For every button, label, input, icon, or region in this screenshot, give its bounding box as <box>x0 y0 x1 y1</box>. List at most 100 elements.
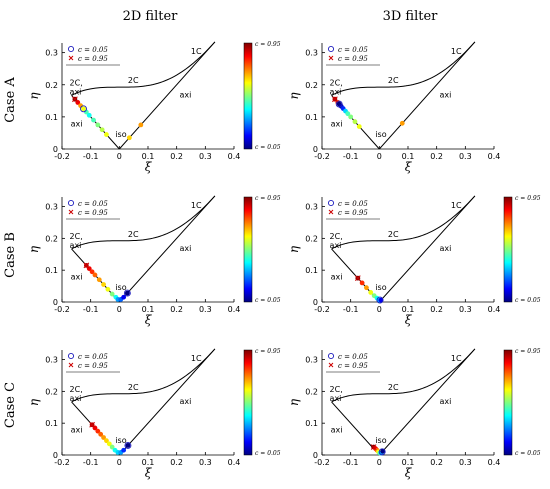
region-label-2c: 2C <box>128 230 139 239</box>
region-label-axi-right: axi <box>180 244 192 253</box>
x-tick-label: -0.2 <box>314 305 330 314</box>
marker-c095 <box>332 96 338 103</box>
data-point <box>364 285 369 291</box>
x-tick-label: -0.1 <box>83 458 99 467</box>
data-point <box>380 448 386 454</box>
data-point <box>91 117 96 123</box>
region-label-2c: 2C <box>128 76 139 85</box>
y-tick-label: 0.3 <box>45 203 58 212</box>
x-tick-label: -0.2 <box>54 305 70 314</box>
data-point <box>352 119 358 125</box>
y-tick-label: 0.1 <box>305 419 318 428</box>
region-label-axi-left: axi <box>331 273 343 282</box>
region-label-axi-right: axi <box>440 397 452 406</box>
region-label-axi-left: axi <box>331 426 343 435</box>
legend-entry: c = 0.95 <box>78 362 108 370</box>
data-point <box>124 290 130 296</box>
legend-cross-icon <box>328 209 334 215</box>
legend-cross-icon <box>328 362 334 368</box>
x-tick-label: -0.2 <box>314 152 330 161</box>
x-tick-label: 0 <box>377 152 382 161</box>
x-tick-label: 0.4 <box>228 305 241 314</box>
data-point <box>368 290 374 295</box>
legend-cross-icon <box>68 362 74 368</box>
y-tick-label: 0 <box>313 145 318 154</box>
x-axis-label: ξ <box>405 313 413 327</box>
data-point <box>126 135 132 141</box>
region-label-2c-axi: 2C, <box>70 232 83 241</box>
colorbar <box>243 42 253 150</box>
data-point <box>95 122 101 128</box>
y-tick-label: 0 <box>313 298 318 307</box>
data-point <box>378 297 384 303</box>
marker-c095 <box>83 262 90 269</box>
two-component-curve <box>331 195 476 250</box>
column-title-2d: 2D filter <box>123 9 179 24</box>
data-point <box>348 114 354 120</box>
colorbar <box>243 349 253 456</box>
y-axis-label: η <box>287 245 301 253</box>
legend-entry: c = 0.95 <box>78 209 108 217</box>
colorbar <box>503 349 513 456</box>
colorbar-top-label: c = 0.95 <box>515 195 541 202</box>
legend-circle-icon <box>67 45 75 53</box>
data-point <box>125 443 131 448</box>
region-label-2c-axi: 2C, <box>330 78 343 87</box>
x-tick-label: 0.2 <box>170 305 183 314</box>
marker-c005 <box>378 448 386 456</box>
x-tick-label: -0.1 <box>83 305 99 314</box>
two-component-curve <box>331 41 476 96</box>
row-title-case-c: Case C <box>3 382 18 428</box>
region-label-axi-upper: axi <box>330 241 342 250</box>
row-title-case-b: Case B <box>3 232 18 278</box>
region-label-2c-axi: 2C, <box>330 385 343 394</box>
y-tick-label: 0.3 <box>45 356 58 365</box>
region-label-axi-right: axi <box>180 397 192 406</box>
colorbar-bottom-label: c = 0.05 <box>515 450 541 457</box>
legend-cross-icon <box>68 209 74 215</box>
region-label-axi-left: axi <box>71 426 83 435</box>
x-axis-label: ξ <box>405 466 413 480</box>
x-tick-label: -0.2 <box>54 458 70 467</box>
x-axis-label: ξ <box>145 313 153 327</box>
y-tick-label: 0.2 <box>45 234 58 243</box>
x-tick-label: 0.3 <box>199 458 212 467</box>
axisymmetric-expansion-line <box>118 41 216 150</box>
data-point <box>98 431 104 437</box>
x-tick-label: 0 <box>117 152 122 161</box>
chart-panel: -0.2 -0.1 0 0.1 0.2 0.3 0.4 0 0.1 0.2 0.3 ξ η 1C 2C 2C,… <box>287 41 501 174</box>
axisymmetric-expansion-line <box>118 195 216 303</box>
chart-panel: -0.2 -0.1 0 0.1 0.2 0.3 0.4 0 0.1 0.2 0.3 ξ η 1C 2C 2C,… <box>287 348 541 480</box>
x-tick-label: 0.3 <box>199 305 212 314</box>
colorbar-bottom-label: c = 0.05 <box>255 297 281 304</box>
legend-entry: c = 0.05 <box>338 200 368 208</box>
colorbar <box>503 196 513 303</box>
x-tick-label: 0.2 <box>430 152 443 161</box>
marker-c095 <box>370 444 377 450</box>
data-point <box>104 132 109 137</box>
x-tick-label: 0.4 <box>228 152 241 161</box>
y-tick-label: 0.1 <box>45 113 58 122</box>
region-label-axi-right: axi <box>440 244 452 253</box>
x-tick-label: 0.2 <box>430 458 443 467</box>
legend-circle-icon <box>67 199 75 207</box>
x-tick-label: 0.2 <box>170 458 183 467</box>
region-label-axi-right: axi <box>440 91 452 100</box>
data-point <box>104 438 109 444</box>
data-point <box>356 124 362 129</box>
data-point <box>95 428 101 434</box>
region-label-2c-axi: 2C, <box>70 78 83 87</box>
x-tick-label: 0.1 <box>142 305 155 314</box>
x-tick-label: 0.4 <box>488 152 501 161</box>
region-label-1c: 1C <box>191 354 202 363</box>
region-label-iso: iso <box>375 130 386 139</box>
legend-entry: c = 0.05 <box>338 353 368 361</box>
region-label-2c: 2C <box>388 230 399 239</box>
axisymmetric-expansion-line <box>378 348 476 456</box>
data-point <box>345 111 351 117</box>
data-point <box>106 441 112 447</box>
axisymmetric-expansion-line <box>378 41 476 150</box>
data-point <box>101 282 106 287</box>
y-tick-label: 0 <box>313 451 318 460</box>
legend-entry: c = 0.05 <box>78 46 108 54</box>
